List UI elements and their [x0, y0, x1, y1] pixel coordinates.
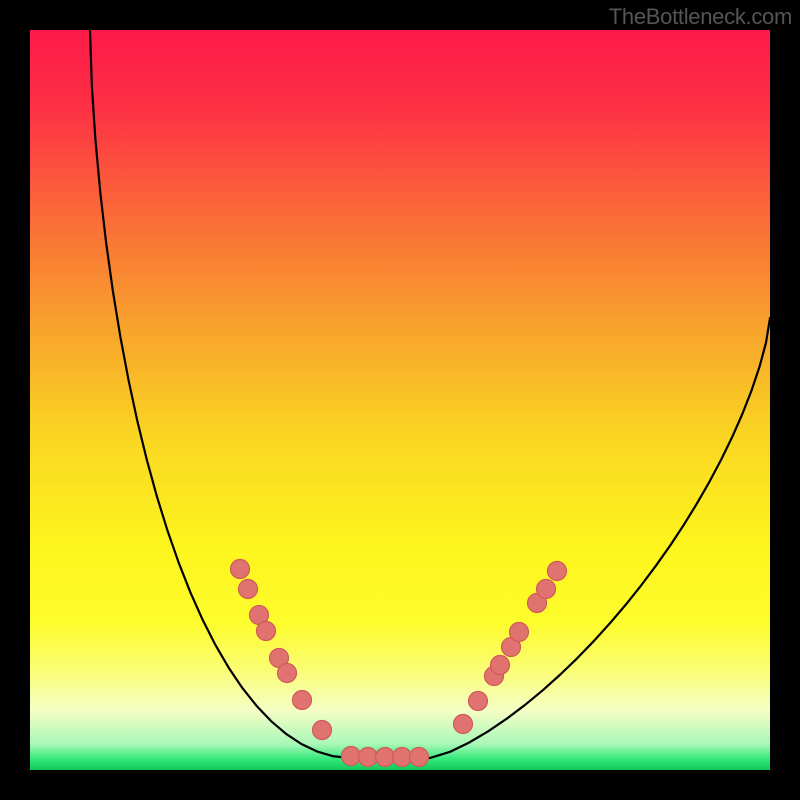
data-marker	[293, 691, 312, 710]
data-marker	[239, 580, 258, 599]
data-marker	[510, 623, 529, 642]
data-marker	[278, 664, 297, 683]
data-marker	[393, 748, 412, 767]
plot-background-gradient	[30, 30, 770, 770]
data-marker	[491, 656, 510, 675]
data-marker	[359, 748, 378, 767]
data-marker	[257, 622, 276, 641]
data-marker	[454, 715, 473, 734]
bottleneck-curve-chart	[0, 0, 800, 800]
data-marker	[231, 560, 250, 579]
data-marker	[537, 580, 556, 599]
data-marker	[342, 747, 361, 766]
data-marker	[410, 748, 429, 767]
data-marker	[313, 721, 332, 740]
data-marker	[469, 692, 488, 711]
data-marker	[548, 562, 567, 581]
data-marker	[376, 748, 395, 767]
